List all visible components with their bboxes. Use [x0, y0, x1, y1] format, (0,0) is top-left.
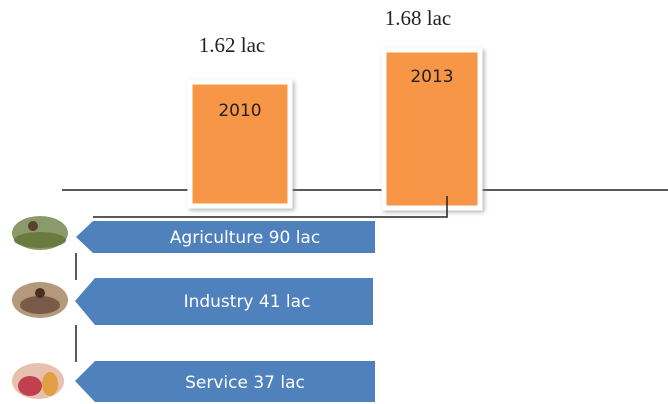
icon	[12, 282, 68, 318]
year-amount: 1.62 lac	[199, 33, 265, 57]
sector-label: Agriculture 90 lac	[170, 228, 320, 248]
sector-label: Service 37 lac	[185, 373, 305, 393]
year-label: 2013	[410, 67, 453, 87]
diagram: 2010 1.62 lac 2013 1.68 lac Agriculture …	[0, 0, 668, 404]
sector-label: Industry 41 lac	[184, 292, 311, 312]
year-amount: 1.68 lac	[385, 6, 451, 30]
icon	[12, 363, 64, 399]
icon	[12, 216, 68, 250]
year-label: 2010	[218, 101, 261, 121]
